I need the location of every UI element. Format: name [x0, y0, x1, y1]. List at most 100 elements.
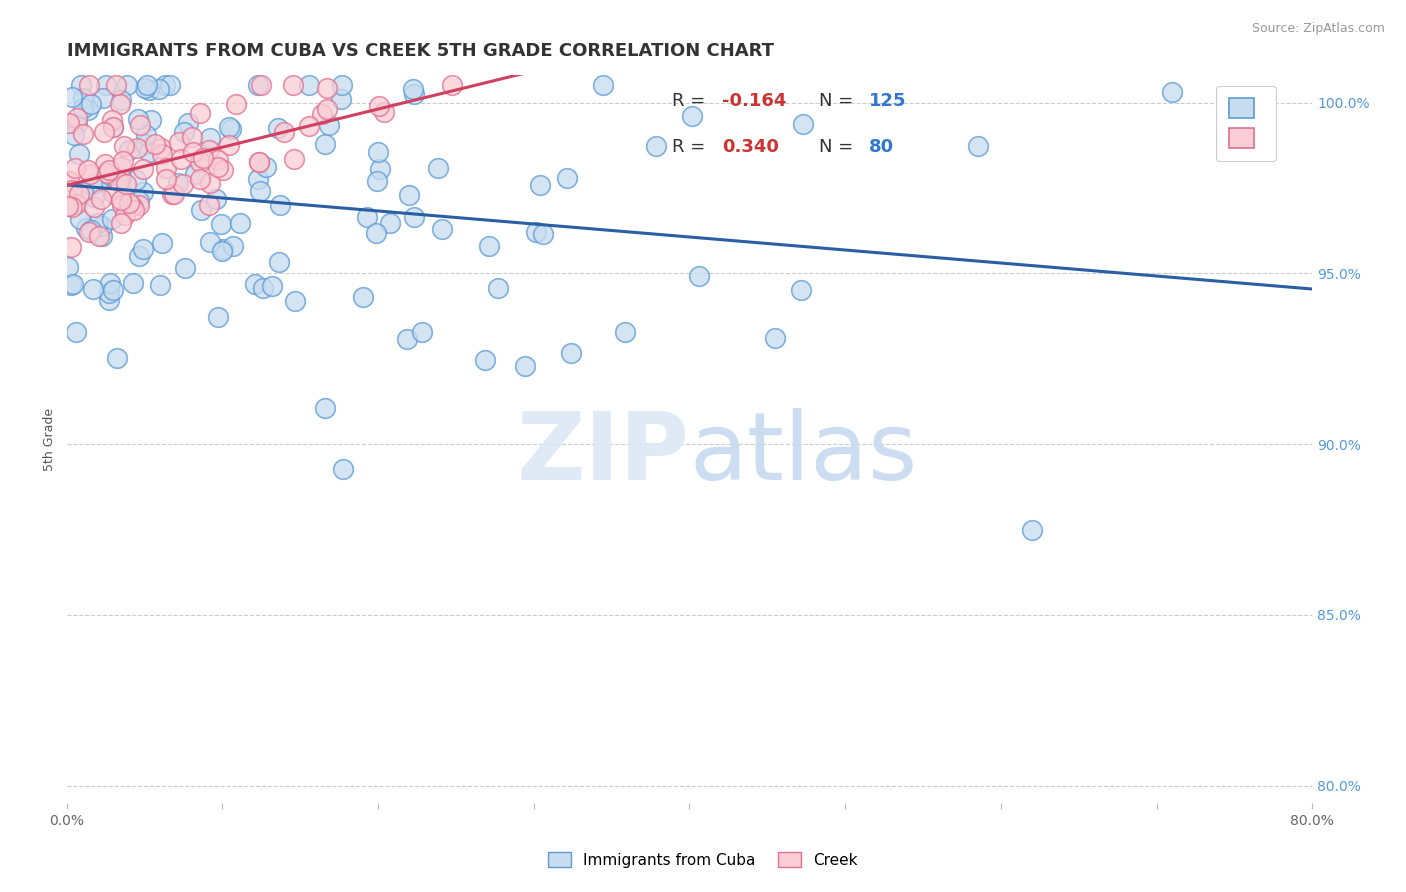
Point — [80, 97, 103, 112]
Point — [792, 117, 814, 131]
Point — [150, 141, 173, 155]
Point — [173, 125, 195, 139]
Point — [367, 99, 389, 113]
Point — [66, 111, 89, 125]
Point — [247, 78, 270, 93]
Point — [273, 125, 295, 139]
Point — [118, 143, 141, 157]
Point — [366, 226, 388, 240]
Point — [83, 190, 105, 204]
Point — [207, 160, 229, 174]
Point — [90, 192, 112, 206]
Point — [402, 211, 425, 225]
Text: 0.340: 0.340 — [721, 137, 779, 155]
Point — [134, 136, 156, 151]
Point — [316, 102, 339, 116]
Point — [67, 186, 90, 201]
Point — [197, 198, 219, 212]
Point — [193, 151, 215, 165]
Point — [91, 219, 114, 233]
Point — [229, 216, 252, 230]
Point — [67, 147, 90, 161]
Point — [181, 145, 204, 160]
Point — [152, 236, 174, 251]
Point — [114, 208, 136, 222]
Point — [207, 310, 229, 324]
Point — [281, 78, 304, 93]
Point — [205, 192, 228, 206]
Point — [613, 326, 636, 340]
Point — [110, 94, 132, 108]
Text: N =: N = — [820, 93, 859, 111]
Point — [219, 122, 242, 136]
Point — [58, 174, 80, 188]
Point — [197, 144, 219, 158]
Point — [149, 278, 172, 293]
Point — [314, 137, 336, 152]
Point — [94, 78, 117, 93]
Point — [560, 346, 582, 360]
Point — [62, 277, 84, 291]
Point — [247, 155, 270, 169]
Point — [247, 155, 270, 169]
Point — [103, 186, 125, 201]
Point — [87, 228, 110, 243]
Point — [82, 282, 104, 296]
Point — [430, 221, 453, 235]
Point — [153, 78, 176, 93]
Point — [172, 177, 194, 191]
Point — [69, 212, 91, 227]
Point — [108, 174, 131, 188]
Point — [531, 227, 554, 242]
Point — [101, 211, 124, 226]
Point — [125, 141, 148, 155]
Point — [59, 278, 82, 293]
Point — [105, 351, 128, 365]
Point — [83, 200, 105, 214]
Point — [515, 359, 537, 374]
Point — [58, 116, 80, 130]
Point — [330, 92, 353, 106]
Point — [174, 260, 197, 275]
Point — [966, 139, 988, 153]
Point — [160, 187, 183, 202]
Text: N =: N = — [820, 137, 859, 155]
Point — [198, 130, 221, 145]
Point — [136, 78, 159, 93]
Point — [79, 223, 101, 237]
Point — [266, 120, 288, 135]
Point — [524, 225, 547, 239]
Point — [478, 239, 501, 253]
Point — [118, 196, 141, 211]
Point — [555, 170, 578, 185]
Point — [60, 183, 83, 197]
Point — [441, 78, 464, 93]
Point — [249, 78, 271, 93]
Point — [98, 168, 121, 182]
Point — [190, 203, 212, 218]
Point — [132, 242, 155, 256]
Point — [104, 78, 127, 93]
Point — [315, 80, 337, 95]
Point — [188, 172, 211, 186]
Point — [97, 162, 120, 177]
Point — [225, 97, 247, 112]
Point — [100, 112, 122, 127]
Point — [170, 153, 193, 167]
Point — [103, 120, 125, 135]
Point — [790, 283, 813, 297]
Text: 125: 125 — [869, 93, 907, 111]
Point — [367, 145, 389, 160]
Point — [284, 293, 307, 308]
Point — [368, 162, 391, 177]
Point — [96, 166, 118, 180]
Point — [249, 185, 271, 199]
Point — [200, 235, 222, 249]
Point — [132, 186, 155, 200]
Point — [65, 326, 87, 340]
Point — [135, 128, 157, 143]
Point — [529, 178, 551, 193]
Point — [1161, 85, 1184, 99]
Point — [65, 117, 87, 131]
Point — [396, 332, 419, 346]
